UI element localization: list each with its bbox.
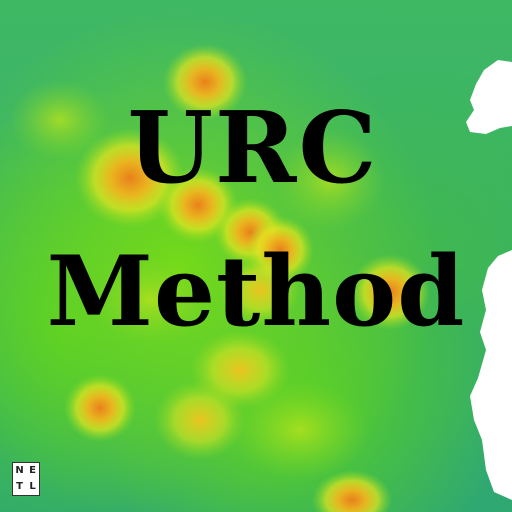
netl-logo: N E T L xyxy=(12,462,40,496)
logo-letter: L xyxy=(29,481,36,492)
heat-blob xyxy=(64,374,136,442)
heat-blob xyxy=(312,470,392,512)
heat-blob xyxy=(163,44,247,120)
logo-letter: E xyxy=(29,465,36,476)
heat-blob xyxy=(220,254,300,326)
logo-letter: T xyxy=(16,481,23,492)
heat-blob xyxy=(230,380,370,480)
heat-blobs xyxy=(10,44,430,512)
logo-letter: N xyxy=(15,465,24,476)
heat-blob xyxy=(75,128,185,228)
no-data-shape-upper xyxy=(466,60,512,134)
heat-blob xyxy=(90,255,210,345)
heat-blob xyxy=(275,130,385,230)
no-data-shape-lower xyxy=(470,250,512,500)
heat-blob xyxy=(350,254,430,330)
heat-blob xyxy=(10,80,110,160)
